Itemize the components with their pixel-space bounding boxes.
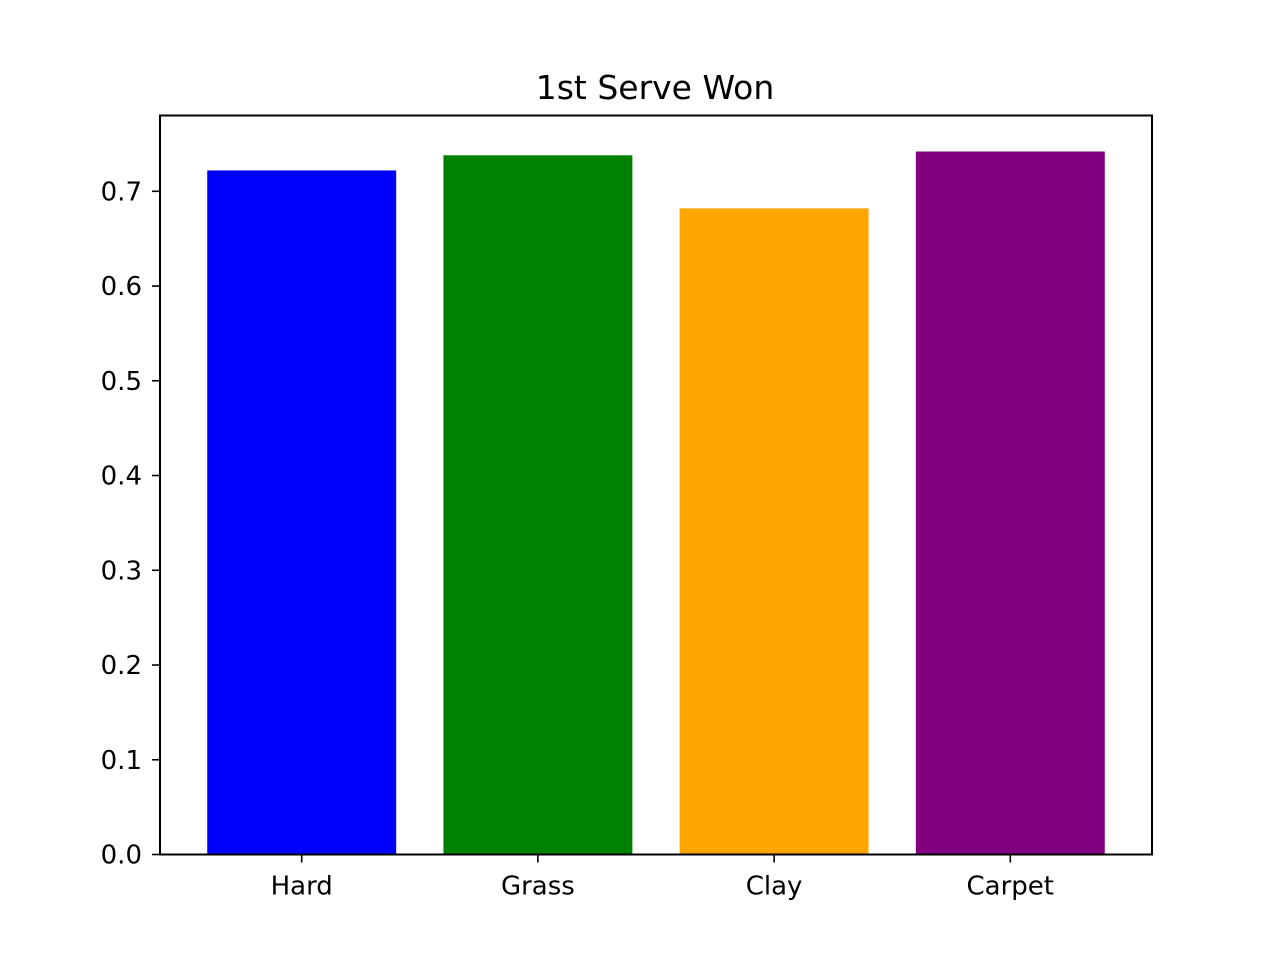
plot-area-frame — [159, 114, 1153, 856]
x-tick-label: Hard — [271, 872, 333, 902]
y-tick-label: 0.4 — [101, 462, 142, 492]
bar-carpet — [915, 151, 1105, 855]
bar-grass — [443, 155, 633, 855]
y-tick-label: 0.1 — [101, 746, 142, 776]
y-axis: 0.0 0.1 0.2 0.3 0.4 0.5 0.6 0.7 — [101, 177, 160, 871]
bar-hard — [207, 170, 397, 855]
y-tick-label: 0.6 — [101, 272, 142, 302]
x-tick-label: Carpet — [967, 872, 1054, 902]
y-tick-label: 0.3 — [101, 556, 142, 586]
bars-layer — [207, 151, 1105, 855]
chart-title: 1st Serve Won — [536, 68, 775, 107]
bar-clay — [679, 208, 869, 855]
x-tick-label: Grass — [501, 872, 575, 902]
y-tick-label: 0.5 — [101, 367, 142, 397]
x-tick-label: Clay — [746, 872, 803, 902]
y-tick-label: 0.7 — [101, 177, 142, 207]
x-axis: Hard Grass Clay Carpet — [271, 854, 1054, 902]
y-tick-label: 0.2 — [101, 651, 142, 681]
y-tick-label: 0.0 — [101, 841, 142, 871]
